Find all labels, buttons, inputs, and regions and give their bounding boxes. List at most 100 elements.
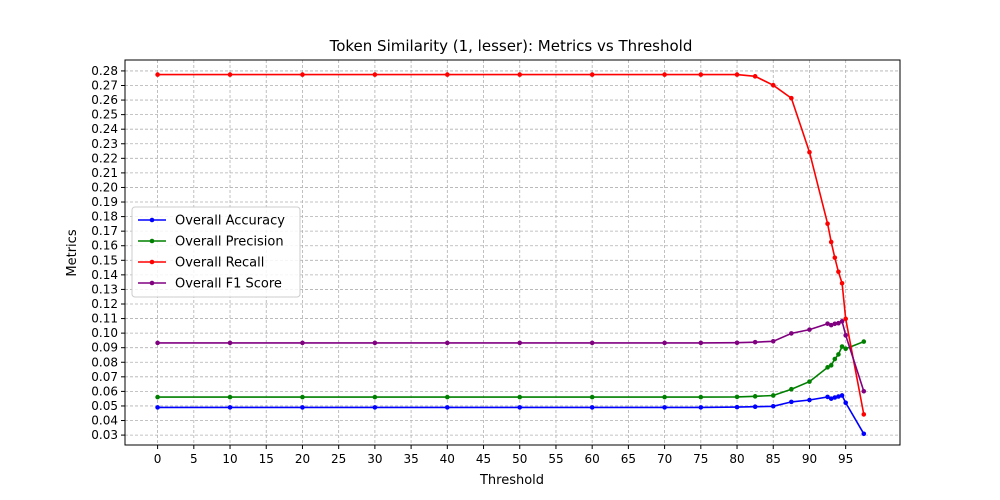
chart-title: Token Similarity (1, lesser): Metrics vs… (329, 37, 693, 55)
data-point (807, 149, 812, 155)
data-point (843, 333, 848, 338)
data-point (589, 394, 595, 400)
data-point (155, 405, 160, 410)
y-tick-label: 0.22 (91, 151, 118, 165)
data-point (517, 394, 523, 400)
x-axis: 0 5 10 15 20 25 30 35 40 45 50 55 60 65 70 75 80 85 90 95 (154, 445, 853, 466)
y-tick-label: 0.14 (91, 268, 118, 282)
legend-swatch-marker (149, 217, 155, 223)
y-tick-label: 0.06 (91, 384, 118, 398)
y-tick-label: 0.25 (91, 108, 118, 122)
y-tick-label: 0.21 (91, 166, 118, 180)
y-tick-label: 0.23 (91, 137, 118, 151)
y-tick-label: 0.11 (91, 312, 118, 326)
y-tick-label: 0.26 (91, 93, 118, 107)
y-axis-title: Metrics (65, 229, 80, 276)
legend: Overall Accuracy Overall Precision Overall… (131, 206, 301, 298)
legend-swatch-marker (149, 259, 155, 265)
y-tick-label: 0.28 (91, 64, 118, 78)
legend-swatch-marker (149, 238, 155, 244)
data-point (770, 82, 776, 88)
x-tick-label: 15 (259, 452, 274, 466)
data-point (839, 281, 845, 286)
x-axis-title: Threshold (479, 473, 544, 488)
data-point (698, 394, 704, 400)
data-point (789, 386, 794, 392)
data-point (227, 405, 233, 410)
data-point (839, 319, 845, 324)
data-point (445, 72, 450, 77)
y-tick-label: 0.17 (91, 224, 118, 238)
x-tick-label: 80 (729, 452, 744, 466)
y-tick-label: 0.27 (91, 78, 118, 92)
x-tick-label: 0 (154, 452, 162, 466)
series-overall-accuracy (155, 393, 867, 437)
data-point (836, 394, 841, 399)
x-tick-label: 85 (766, 452, 781, 466)
data-point (836, 269, 841, 275)
data-point (372, 405, 378, 410)
data-point (734, 394, 740, 400)
data-point (662, 405, 667, 410)
data-point (752, 339, 758, 345)
series-overall-f1-score (155, 319, 867, 394)
data-point (843, 316, 848, 322)
data-point (734, 404, 740, 410)
data-point (843, 346, 848, 352)
x-tick-label: 95 (838, 452, 853, 466)
data-point (662, 72, 667, 77)
y-tick-label: 0.19 (91, 195, 118, 209)
series-overall-precision (155, 339, 867, 400)
y-tick-label: 0.07 (91, 370, 118, 384)
data-point (445, 394, 450, 400)
x-tick-label: 60 (585, 452, 600, 466)
data-point (662, 394, 667, 400)
series-overall-recall (155, 72, 867, 417)
data-point (589, 405, 595, 410)
data-point (828, 239, 834, 245)
y-axis: 0.030.040.050.060.070.080.090.100.110.12… (91, 64, 125, 442)
y-tick-label: 0.16 (91, 239, 118, 253)
data-point (839, 344, 845, 349)
data-point (227, 394, 233, 400)
y-tick-label: 0.12 (91, 297, 118, 311)
y-tick-label: 0.13 (91, 282, 118, 296)
data-point (300, 405, 305, 410)
y-tick-label: 0.18 (91, 210, 118, 224)
x-tick-label: 35 (403, 452, 418, 466)
series-layer (155, 72, 867, 437)
data-point (832, 321, 838, 327)
x-tick-label: 20 (295, 452, 310, 466)
x-tick-label: 50 (512, 452, 527, 466)
data-point (517, 405, 523, 410)
x-tick-label: 45 (476, 452, 491, 466)
data-point (227, 340, 233, 346)
legend-label: Overall Precision (175, 235, 284, 250)
data-point (445, 340, 450, 346)
data-point (861, 412, 867, 417)
x-tick-label: 30 (367, 452, 382, 466)
data-point (517, 72, 523, 77)
y-tick-label: 0.09 (91, 341, 118, 355)
data-point (372, 72, 378, 77)
x-tick-label: 55 (548, 452, 563, 466)
x-tick-label: 5 (190, 452, 198, 466)
data-point (825, 365, 830, 370)
legend-item: Overall F1 Score (138, 277, 282, 292)
data-point (300, 72, 305, 77)
series-line (157, 340, 865, 398)
data-point (752, 74, 758, 79)
data-point (807, 397, 812, 403)
data-point (698, 340, 704, 346)
data-point (155, 394, 160, 400)
plot-area-frame (124, 59, 901, 446)
x-tick-label: 65 (621, 452, 636, 466)
x-tick-label: 25 (331, 452, 346, 466)
data-point (698, 72, 704, 77)
data-point (807, 379, 812, 384)
data-point (227, 72, 233, 77)
y-tick-label: 0.24 (91, 122, 118, 136)
data-point (445, 405, 450, 410)
data-point (517, 340, 523, 346)
